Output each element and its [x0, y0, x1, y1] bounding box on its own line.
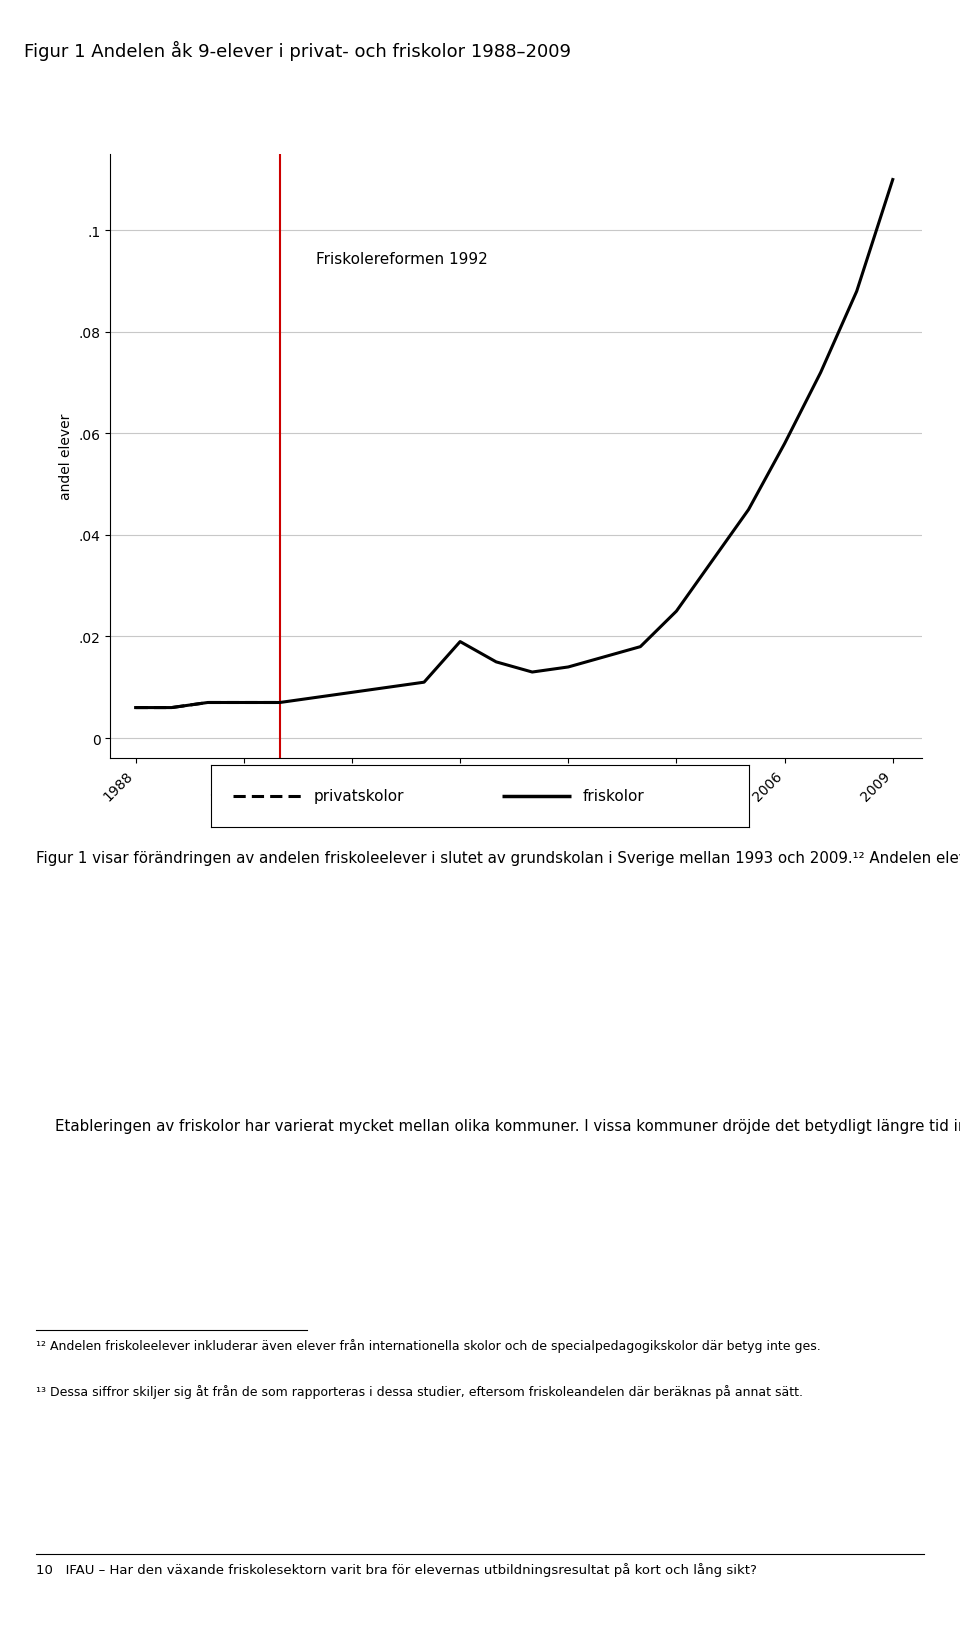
Text: Figur 1 visar förändringen av andelen friskoleelever i slutet av grundskolan i S: Figur 1 visar förändringen av andelen fr… — [36, 849, 960, 865]
Text: privatskolor: privatskolor — [313, 788, 404, 805]
Text: friskolor: friskolor — [582, 788, 644, 805]
Y-axis label: andel elever: andel elever — [60, 415, 73, 499]
Text: Etableringen av friskolor har varierat mycket mellan olika kommuner. I vissa kom: Etableringen av friskolor har varierat m… — [36, 1118, 960, 1133]
Text: ¹² Andelen friskoleelever inkluderar även elever från internationella skolor och: ¹² Andelen friskoleelever inkluderar äve… — [36, 1338, 821, 1353]
Text: ¹³ Dessa siffror skiljer sig åt från de som rapporteras i dessa studier, efterso: ¹³ Dessa siffror skiljer sig åt från de … — [36, 1384, 804, 1399]
Text: 10   IFAU – Har den växande friskolesektorn varit bra för elevernas utbildningsr: 10 IFAU – Har den växande friskolesektor… — [36, 1562, 757, 1577]
Text: Figur 1 Andelen åk 9-elever i privat- och friskolor 1988–2009: Figur 1 Andelen åk 9-elever i privat- oc… — [24, 41, 571, 60]
Text: Friskolereformen 1992: Friskolereformen 1992 — [316, 251, 488, 266]
